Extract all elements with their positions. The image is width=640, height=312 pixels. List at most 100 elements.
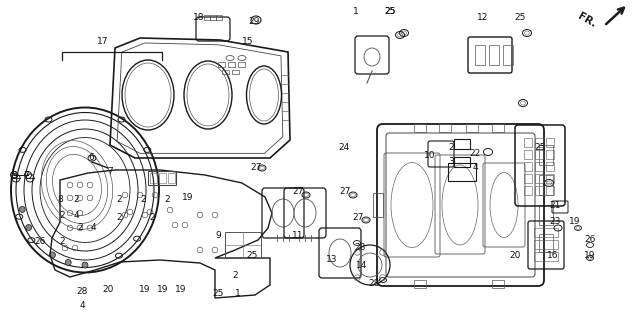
Text: 29: 29 [248, 17, 260, 27]
Bar [492, 280, 504, 288]
Bar [216, 15, 222, 20]
Text: 2: 2 [448, 144, 454, 153]
Text: 19: 19 [157, 285, 169, 295]
Bar [535, 186, 543, 195]
Bar [524, 186, 532, 195]
Text: 25: 25 [534, 144, 546, 153]
Text: 4: 4 [472, 163, 478, 173]
Text: 19: 19 [140, 285, 151, 295]
Text: 22: 22 [469, 149, 481, 158]
Text: 25: 25 [212, 289, 224, 298]
Text: 2: 2 [116, 213, 122, 222]
Bar [546, 174, 554, 183]
Bar [159, 173, 166, 183]
Bar [539, 234, 553, 252]
Text: 23: 23 [549, 217, 561, 227]
Bar [546, 150, 554, 159]
Bar [535, 162, 543, 171]
Text: 2: 2 [59, 237, 65, 246]
Bar [454, 139, 470, 149]
Text: 4: 4 [79, 300, 85, 310]
Text: 1: 1 [235, 289, 241, 298]
Text: 8: 8 [57, 196, 63, 204]
Text: 27: 27 [352, 213, 364, 222]
Text: 3: 3 [448, 158, 454, 167]
Bar [534, 228, 558, 237]
Circle shape [26, 225, 32, 231]
Text: 5: 5 [11, 170, 17, 179]
Bar [524, 138, 532, 147]
Text: 2: 2 [149, 213, 155, 222]
Text: 2: 2 [116, 196, 122, 204]
Text: 9: 9 [215, 231, 221, 240]
Bar [524, 150, 532, 159]
Bar [414, 124, 426, 132]
Bar [218, 62, 225, 67]
Text: 27: 27 [339, 188, 351, 197]
Text: 14: 14 [356, 261, 368, 270]
Text: 1: 1 [353, 7, 359, 17]
Text: 19: 19 [569, 217, 580, 227]
Text: 20: 20 [509, 251, 521, 260]
Bar [168, 173, 175, 183]
Bar [492, 124, 504, 132]
Text: 4: 4 [90, 223, 96, 232]
Bar [503, 45, 513, 65]
Bar [539, 175, 553, 195]
Bar [546, 138, 554, 147]
Text: 4: 4 [73, 211, 79, 220]
Text: 25: 25 [384, 7, 396, 17]
Text: 7: 7 [23, 170, 29, 179]
Text: 25: 25 [384, 7, 396, 17]
Bar [225, 232, 261, 258]
Text: 2: 2 [164, 196, 170, 204]
Circle shape [82, 262, 88, 268]
Text: 28: 28 [368, 279, 380, 287]
Bar [439, 124, 451, 132]
Bar [535, 174, 543, 183]
Text: 7: 7 [107, 168, 113, 177]
Circle shape [49, 252, 56, 258]
Bar [535, 150, 543, 159]
Text: 11: 11 [292, 231, 304, 240]
Text: 2: 2 [59, 211, 65, 220]
Text: 21: 21 [549, 201, 561, 209]
Text: 16: 16 [547, 251, 559, 260]
Text: 24: 24 [339, 144, 349, 153]
Bar [414, 280, 426, 288]
Text: 12: 12 [477, 13, 489, 22]
Text: 17: 17 [97, 37, 109, 46]
Bar [546, 186, 554, 195]
Text: 27: 27 [292, 188, 304, 197]
Text: FR.: FR. [576, 11, 598, 29]
Bar [222, 70, 229, 74]
Text: 13: 13 [326, 256, 338, 265]
Text: 2: 2 [232, 271, 238, 280]
Text: 2: 2 [77, 223, 83, 232]
Text: 2: 2 [73, 196, 79, 204]
Bar [466, 124, 478, 132]
Bar [535, 138, 543, 147]
Bar [238, 62, 245, 67]
Text: 20: 20 [102, 285, 114, 295]
Bar [228, 62, 235, 67]
Circle shape [19, 207, 25, 212]
Bar [148, 171, 176, 185]
Text: 19: 19 [584, 251, 596, 260]
Bar [150, 173, 157, 183]
Text: 27: 27 [250, 163, 262, 172]
Text: 6: 6 [88, 153, 94, 162]
Text: 2: 2 [140, 196, 146, 204]
Bar [524, 174, 532, 183]
Text: 28: 28 [76, 287, 88, 296]
Text: 19: 19 [182, 193, 194, 202]
Text: 28: 28 [355, 243, 365, 252]
Bar [204, 15, 210, 20]
Bar [534, 240, 558, 249]
Bar [475, 45, 485, 65]
Bar [232, 70, 239, 74]
Text: 25: 25 [246, 251, 258, 260]
Text: 26: 26 [35, 237, 45, 246]
Bar [546, 162, 554, 171]
Bar [373, 193, 383, 217]
